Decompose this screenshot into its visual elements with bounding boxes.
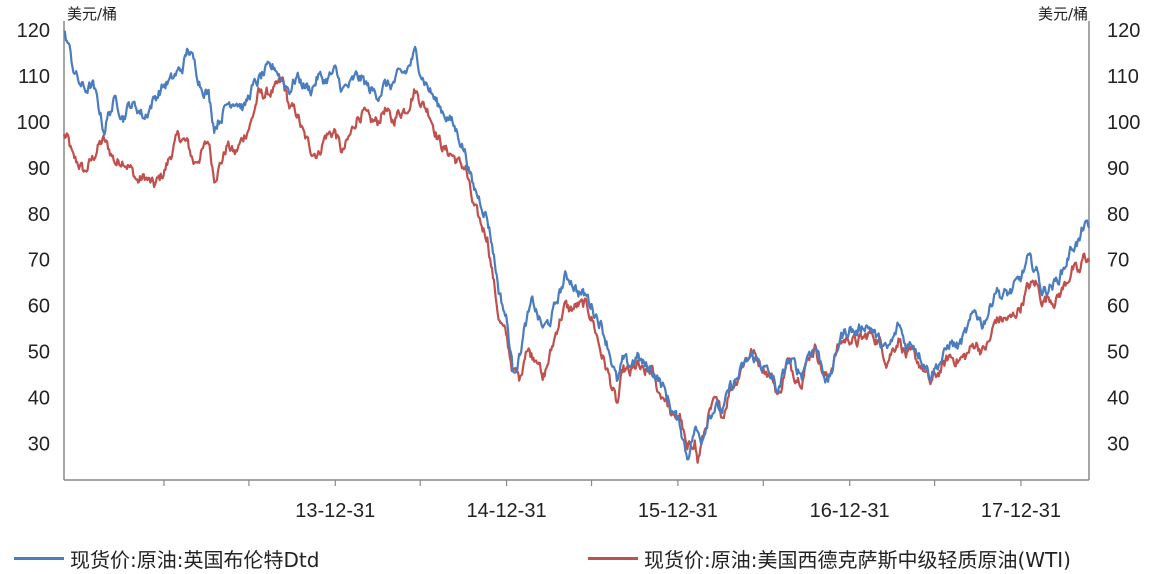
y-tick-label-left: 70: [28, 250, 50, 272]
y-tick-label-left: 100: [17, 112, 50, 134]
x-tick-label: 17-12-31: [981, 500, 1061, 522]
series-layer: [62, 30, 1091, 464]
y-tick-label-right: 90: [1107, 158, 1129, 180]
axes-layer: 30 30 40 40 50 50 60 60 70 70 80 80 90 90 100 100 110 110…: [17, 20, 1141, 522]
y-tick-label-right: 40: [1107, 387, 1129, 409]
y-tick-label-left: 120: [17, 20, 50, 42]
y-tick-label-left: 40: [28, 387, 50, 409]
legend-item-wti: 现货价:原油:美国西德克萨斯中级轻质原油(WTI): [588, 543, 1071, 573]
legend-label-wti: 现货价:原油:美国西德克萨斯中级轻质原油(WTI): [644, 547, 1071, 572]
y-tick-label-right: 100: [1107, 112, 1140, 134]
legend-swatch-brent: [14, 556, 64, 560]
y-tick-label-right: 60: [1107, 296, 1129, 318]
y-tick-label-left: 30: [28, 433, 50, 455]
y-tick-label-right: 50: [1107, 341, 1129, 363]
y-tick-label-right: 70: [1107, 250, 1129, 272]
legend-swatch-wti: [588, 556, 638, 560]
y-tick-label-right: 80: [1107, 204, 1129, 226]
y-tick-label-left: 110: [18, 66, 50, 88]
x-tick-label: 14-12-31: [467, 500, 547, 522]
y-tick-label-left: 50: [28, 341, 50, 363]
legend-item-brent: 现货价:原油:英国布伦特Dtd: [14, 543, 319, 573]
y-tick-label-left: 60: [28, 296, 50, 318]
series-line-brent: [63, 30, 1091, 461]
y-tick-label-right: 30: [1107, 433, 1129, 455]
series-line-wti: [62, 76, 1091, 464]
x-tick-label: 16-12-31: [810, 500, 890, 522]
y-axis-unit-right: 美元/桶: [1038, 5, 1088, 23]
y-tick-label-left: 80: [28, 204, 50, 226]
legend-label-brent: 现货价:原油:英国布伦特Dtd: [70, 547, 320, 572]
y-tick-label-left: 90: [28, 158, 50, 180]
y-tick-label-right: 120: [1107, 20, 1140, 42]
x-tick-label: 15-12-31: [638, 500, 718, 522]
y-axis-unit-left: 美元/桶: [67, 5, 117, 23]
x-tick-label: 13-12-31: [295, 500, 375, 522]
y-tick-label-right: 110: [1107, 66, 1139, 88]
